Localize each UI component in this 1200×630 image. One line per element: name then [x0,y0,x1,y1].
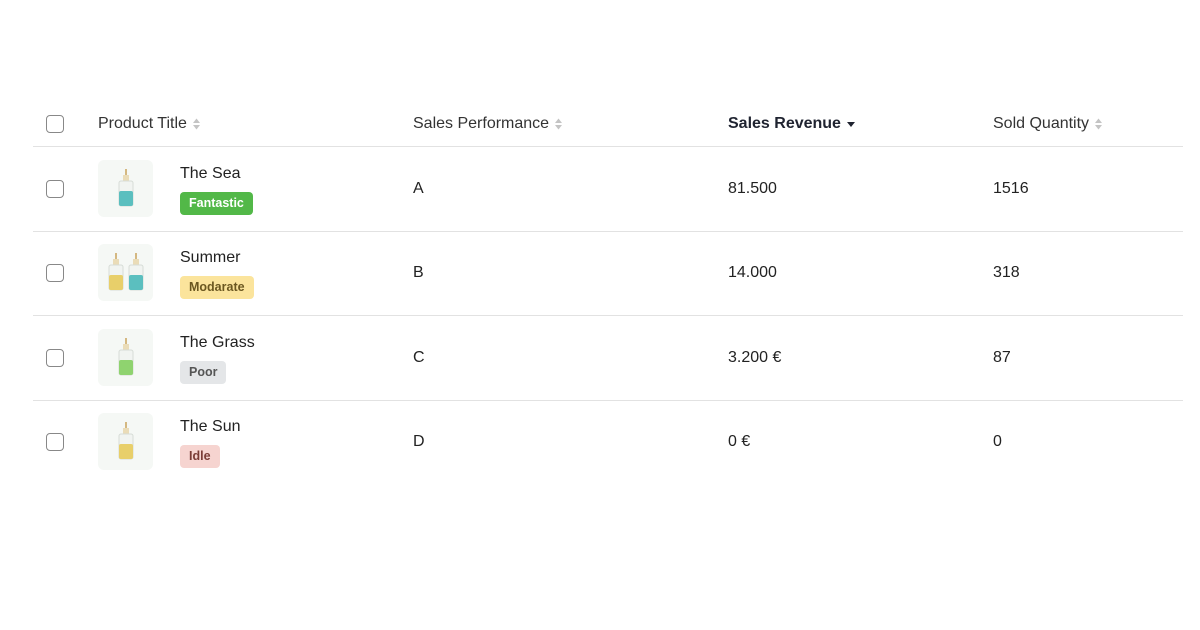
sales-revenue: 3.200 € [728,348,782,366]
sales-performance: C [413,348,425,366]
header-label: Product Title [98,115,187,132]
sales-performance: B [413,264,424,282]
performance-badge: Poor [180,360,227,384]
sold-quantity: 0 [993,432,1002,450]
header-sold-quantity[interactable]: Sold Quantity [993,114,1103,134]
product-title: The Grass [180,333,255,351]
sales-revenue: 0 € [728,432,751,450]
bottle-icon [98,412,153,470]
sort-icon [192,118,200,130]
product-thumbnail [98,244,153,302]
row-checkbox[interactable] [46,348,64,367]
product-thumbnail [98,412,153,470]
sold-quantity: 87 [993,348,1011,366]
performance-badge: Idle [180,444,220,468]
bottle-icon [98,160,153,217]
select-all-checkbox[interactable] [46,115,64,133]
row-checkbox[interactable] [46,180,64,198]
product-thumbnail [98,160,153,217]
sort-icon [1095,118,1103,130]
bottle-icon [98,328,153,386]
divider [33,315,1183,317]
product-thumbnail [98,328,153,386]
divider [33,231,1183,232]
header-sales-performance[interactable]: Sales Performance [413,114,563,134]
header-label: Sales Revenue [728,115,841,132]
header-product-title[interactable]: Product Title [98,114,201,134]
header-label: Sold Quantity [993,115,1090,132]
sort-icon [555,118,563,130]
performance-badge: Fantastic [180,192,253,215]
performance-badge: Modarate [180,276,254,300]
sold-quantity: 1516 [993,180,1029,197]
bottle-icon [98,244,153,302]
row-checkbox[interactable] [46,432,64,451]
sales-performance: D [413,432,425,450]
product-title: Summer [180,249,241,267]
header-label: Sales Performance [413,115,550,132]
sales-performance: A [413,180,424,197]
sales-revenue: 14.000 [728,264,777,282]
sold-quantity: 318 [993,264,1020,282]
header-sales-revenue[interactable]: Sales Revenue [728,114,856,134]
product-title: The Sun [180,417,241,435]
product-title: The Sea [180,165,241,182]
sales-revenue: 81.500 [728,180,777,197]
sort-desc-icon [846,122,855,127]
divider [33,399,1183,401]
row-checkbox[interactable] [46,264,64,283]
divider [33,146,1183,147]
